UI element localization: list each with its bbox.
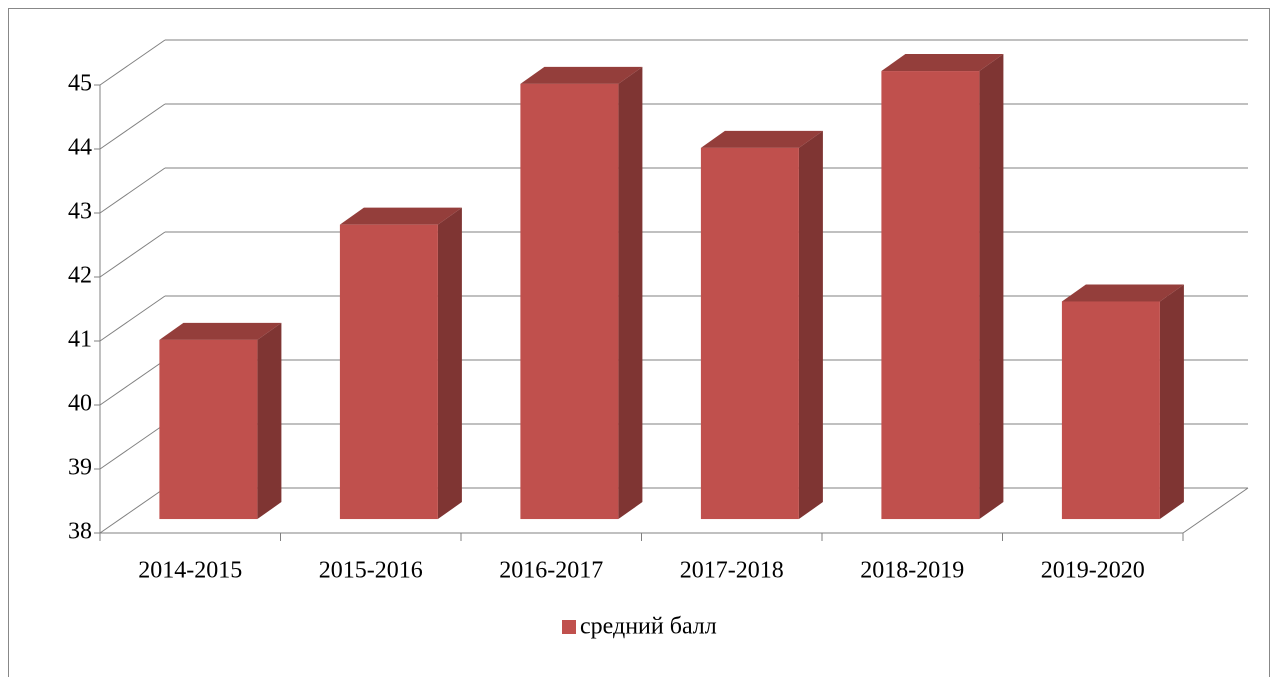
y-tick-label: 41 [68,327,92,353]
y-tick-label: 43 [68,199,92,225]
y-tick-label: 40 [68,391,92,417]
x-tick-label: 2014-2015 [138,558,242,584]
grid-line-side [99,39,166,86]
bar-side [437,207,462,520]
bar-top [881,54,1004,72]
y-tick-label: 39 [68,455,92,481]
chart-frame [8,8,1270,677]
grid-line-side [99,295,166,342]
grid-line-side [99,103,166,150]
bar [520,83,619,520]
bar [1061,301,1160,520]
grid-line-side [99,167,166,214]
bar [339,224,438,520]
bar-top [520,66,643,84]
bar-top [159,322,282,340]
legend-swatch [562,620,576,634]
y-tick-label: 42 [68,263,92,289]
bar-top [339,207,462,225]
bar-side [257,322,282,520]
bar [881,71,980,520]
bar-top [1061,284,1184,302]
bar [159,339,258,520]
x-tick-label: 2016-2017 [499,558,603,584]
x-tick-label: 2018-2019 [860,558,964,584]
bar-side [798,130,823,520]
grid-line-side [99,487,166,534]
y-tick-label: 45 [68,71,92,97]
bar-side [979,54,1004,520]
x-tick-label: 2019-2020 [1041,558,1145,584]
bar-top [700,130,823,148]
grid-line-side [99,423,166,470]
grid-line-side [99,359,166,406]
x-tick-label: 2015-2016 [319,558,423,584]
y-tick-label: 44 [68,135,92,161]
y-tick-label: 38 [68,519,92,545]
grid-line-side [99,231,166,278]
bar-side [1159,284,1184,520]
bar [700,147,799,520]
bar-side [618,66,643,520]
floor-edge [1182,487,1249,534]
x-tick-label: 2017-2018 [680,558,784,584]
legend-label: средний балл [580,614,717,640]
